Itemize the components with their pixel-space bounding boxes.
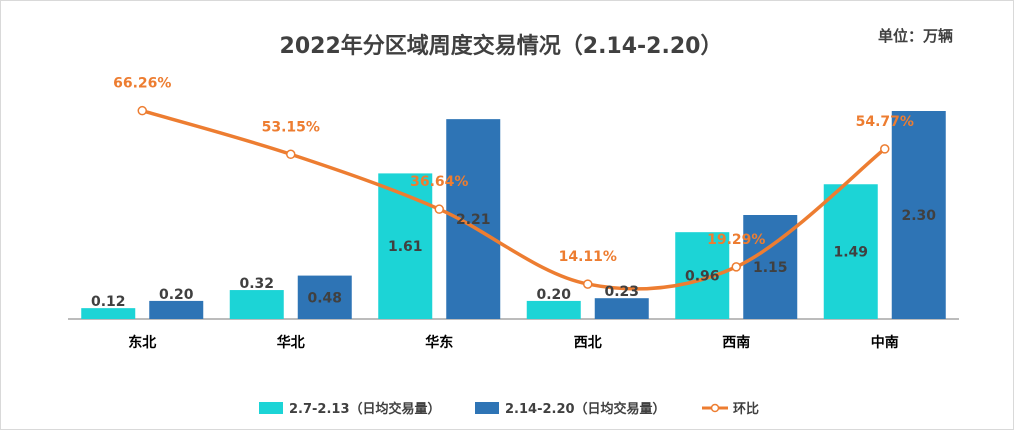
line-point-5 <box>731 262 741 272</box>
line-group: 66.26% 53.15% 36.64% 14.11% 19.29% 54.77% <box>113 76 914 291</box>
bar-1-3 <box>378 173 433 319</box>
unit-label: 单位：万辆 <box>878 27 953 45</box>
bars-group <box>81 111 946 319</box>
bar-label-1-6: 1.49 <box>833 245 868 261</box>
bar-label-1-5: 0.96 <box>685 269 720 285</box>
line-point-3 <box>434 204 444 214</box>
legend-label-1: 2.7-2.13（日均交易量） <box>289 401 441 417</box>
bar-label-2-3: 2.21 <box>456 212 491 228</box>
labels-group: 0.12 0.20 东北 0.32 0.48 华北 1.61 2.21 华东 0.20 0.23 西北… <box>91 208 936 351</box>
line-point-4 <box>583 279 593 289</box>
legend-label-2: 2.14-2.20（日均交易量） <box>505 401 666 417</box>
x-tick-label-3: 华东 <box>425 334 453 351</box>
line-label-4: 14.11% <box>559 249 617 265</box>
x-tick-label-5: 西南 <box>722 334 750 351</box>
bar-2-6 <box>891 111 946 319</box>
line-label-6: 54.77% <box>856 114 914 130</box>
bar-2-3 <box>446 119 501 319</box>
bar-label-1-3: 1.61 <box>388 239 423 255</box>
bar-1-6 <box>823 184 878 319</box>
bar-label-2-5: 1.15 <box>753 260 788 276</box>
bar-2-1 <box>149 300 204 319</box>
bar-label-2-6: 2.30 <box>901 208 936 224</box>
bar-label-2-4: 0.23 <box>604 284 639 300</box>
bar-1-1 <box>81 308 136 319</box>
legend-swatch-1 <box>259 402 283 414</box>
line-point-6 <box>880 144 890 154</box>
bar-label-2-1: 0.20 <box>159 287 194 303</box>
line-point-1 <box>137 105 147 116</box>
line-label-5: 19.29% <box>707 232 765 248</box>
legend-label-line: 环比 <box>733 401 759 417</box>
x-tick-label-1: 东北 <box>128 334 156 351</box>
bar-1-4 <box>526 300 581 319</box>
bar-label-1-1: 0.12 <box>91 294 126 310</box>
legend-line-marker <box>710 403 720 413</box>
bar-2-2 <box>297 275 352 319</box>
chart-title: 2022年分区域周度交易情况（2.14-2.20） <box>280 33 723 59</box>
bar-2-4 <box>594 298 649 319</box>
bar-label-1-2: 0.32 <box>239 276 274 292</box>
legend-swatch-2 <box>475 402 499 414</box>
bar-label-1-4: 0.20 <box>536 287 571 303</box>
line-label-2: 53.15% <box>262 119 320 135</box>
legend: 2.7-2.13（日均交易量） 2.14-2.20（日均交易量） 环比 <box>259 401 759 417</box>
line-point-2 <box>286 149 296 160</box>
line-label-3: 36.64% <box>410 174 468 190</box>
x-tick-label-2: 华北 <box>277 334 305 351</box>
line-series-path <box>141 109 886 291</box>
bar-1-2 <box>229 290 284 319</box>
line-label-1: 66.26% <box>113 76 171 92</box>
x-tick-label-6: 中南 <box>871 334 899 351</box>
bar-1-5 <box>675 232 730 319</box>
x-tick-label-4: 西北 <box>574 335 602 351</box>
bar-label-2-2: 0.48 <box>307 290 342 306</box>
